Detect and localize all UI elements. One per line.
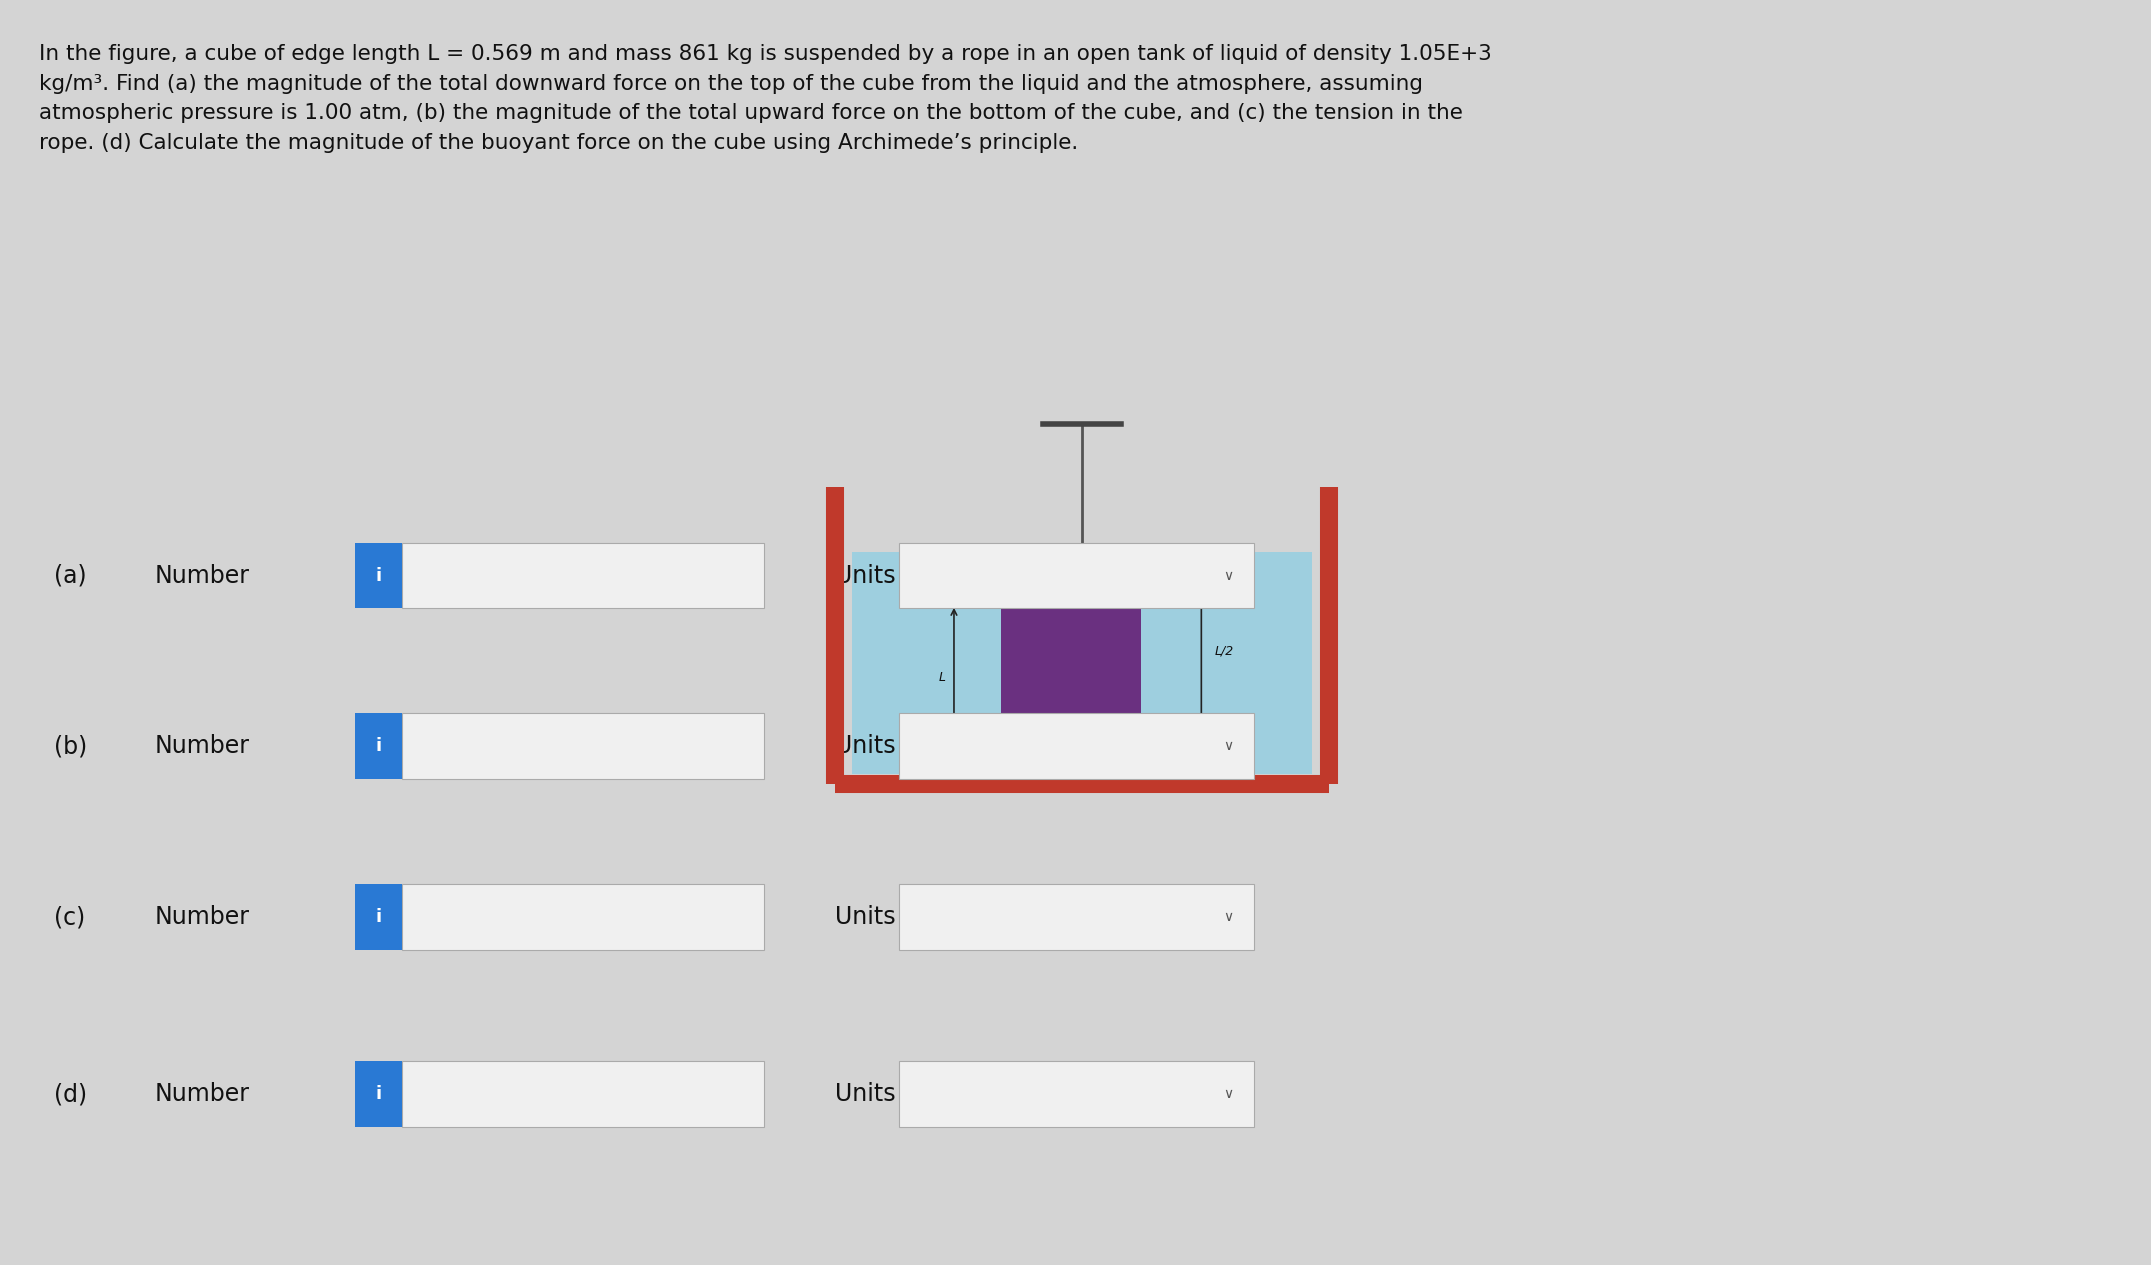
FancyBboxPatch shape [355,884,402,950]
FancyBboxPatch shape [355,543,402,608]
Text: Units: Units [835,906,895,929]
Text: Number: Number [155,906,250,929]
Text: L: L [938,672,946,684]
Text: i: i [376,908,381,926]
Text: Units: Units [835,1083,895,1106]
FancyBboxPatch shape [899,543,1254,608]
Text: i: i [376,1085,381,1103]
Text: ∨: ∨ [1224,739,1233,754]
Text: L/2: L/2 [1213,645,1233,658]
Text: Number: Number [155,735,250,758]
Text: ∨: ∨ [1224,568,1233,583]
FancyBboxPatch shape [402,543,764,608]
FancyBboxPatch shape [899,713,1254,779]
Text: i: i [376,567,381,584]
Text: Number: Number [155,1083,250,1106]
FancyBboxPatch shape [899,1061,1254,1127]
FancyBboxPatch shape [355,713,402,779]
FancyBboxPatch shape [402,713,764,779]
FancyBboxPatch shape [402,884,764,950]
Text: Number: Number [155,564,250,587]
Text: (c): (c) [54,906,86,929]
Text: (a): (a) [54,564,86,587]
FancyBboxPatch shape [355,1061,402,1127]
FancyBboxPatch shape [899,884,1254,950]
Text: ∨: ∨ [1224,910,1233,925]
Text: i: i [376,737,381,755]
Text: (d): (d) [54,1083,86,1106]
Text: (b): (b) [54,735,86,758]
Bar [852,553,1312,774]
FancyBboxPatch shape [402,1061,764,1127]
Text: Units: Units [835,564,895,587]
Text: Units: Units [835,735,895,758]
Text: ∨: ∨ [1224,1087,1233,1102]
Bar [1002,605,1140,750]
Text: In the figure, a cube of edge length L = 0.569 m and mass 861 kg is suspended by: In the figure, a cube of edge length L =… [39,44,1491,153]
